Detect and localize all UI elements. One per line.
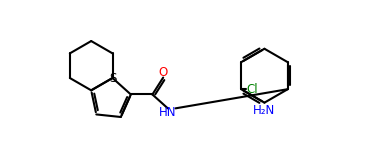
Text: O: O — [158, 66, 168, 79]
Text: HN: HN — [159, 106, 177, 119]
Text: H₂N: H₂N — [253, 104, 276, 117]
Text: Cl: Cl — [246, 83, 258, 96]
Text: S: S — [109, 71, 116, 85]
